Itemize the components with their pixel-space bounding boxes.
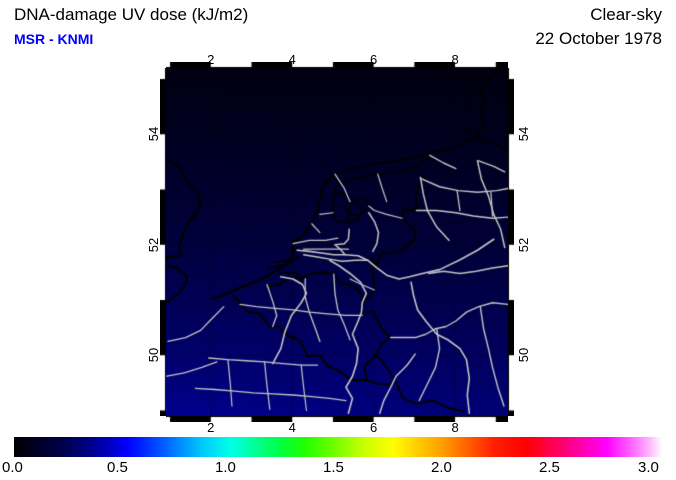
- lat-tick-left-52: 52: [146, 237, 161, 252]
- lon-tick-bottom-8: 8: [451, 420, 459, 435]
- colorbar-tick-1.0: 1.0: [215, 459, 236, 476]
- colorbar-gradient: [14, 437, 662, 457]
- lon-tick-top-8: 8: [451, 52, 459, 67]
- lon-tick-top-2: 2: [207, 52, 215, 67]
- map-raster: [166, 68, 508, 416]
- header-condition: Clear-sky: [590, 5, 662, 24]
- colorbar-tick-2.5: 2.5: [539, 459, 560, 476]
- colorbar-tick-3.0: 3.0: [638, 459, 659, 476]
- header-title: DNA-damage UV dose (kJ/m2): [14, 5, 249, 24]
- lat-tick-left-54: 54: [146, 127, 161, 142]
- colorbar-tick-2.0: 2.0: [431, 459, 452, 476]
- colorbar: [14, 437, 662, 457]
- lat-tick-right-50: 50: [516, 348, 531, 363]
- lon-tick-bottom-6: 6: [370, 420, 378, 435]
- lon-tick-bottom-4: 4: [288, 420, 296, 435]
- colorbar-tick-0.0: 0.0: [2, 459, 23, 476]
- colorbar-tick-1.5: 1.5: [323, 459, 344, 476]
- lat-tick-right-54: 54: [516, 127, 531, 142]
- header-subtitle: MSR - KNMI: [14, 31, 94, 47]
- header-date: 22 October 1978: [535, 29, 662, 48]
- lon-tick-bottom-2: 2: [207, 420, 215, 435]
- lat-tick-right-52: 52: [516, 237, 531, 252]
- lon-tick-top-6: 6: [370, 52, 378, 67]
- uv-dose-map: [166, 68, 508, 416]
- lat-tick-left-50: 50: [146, 348, 161, 363]
- lon-tick-top-4: 4: [288, 52, 296, 67]
- colorbar-tick-0.5: 0.5: [107, 459, 128, 476]
